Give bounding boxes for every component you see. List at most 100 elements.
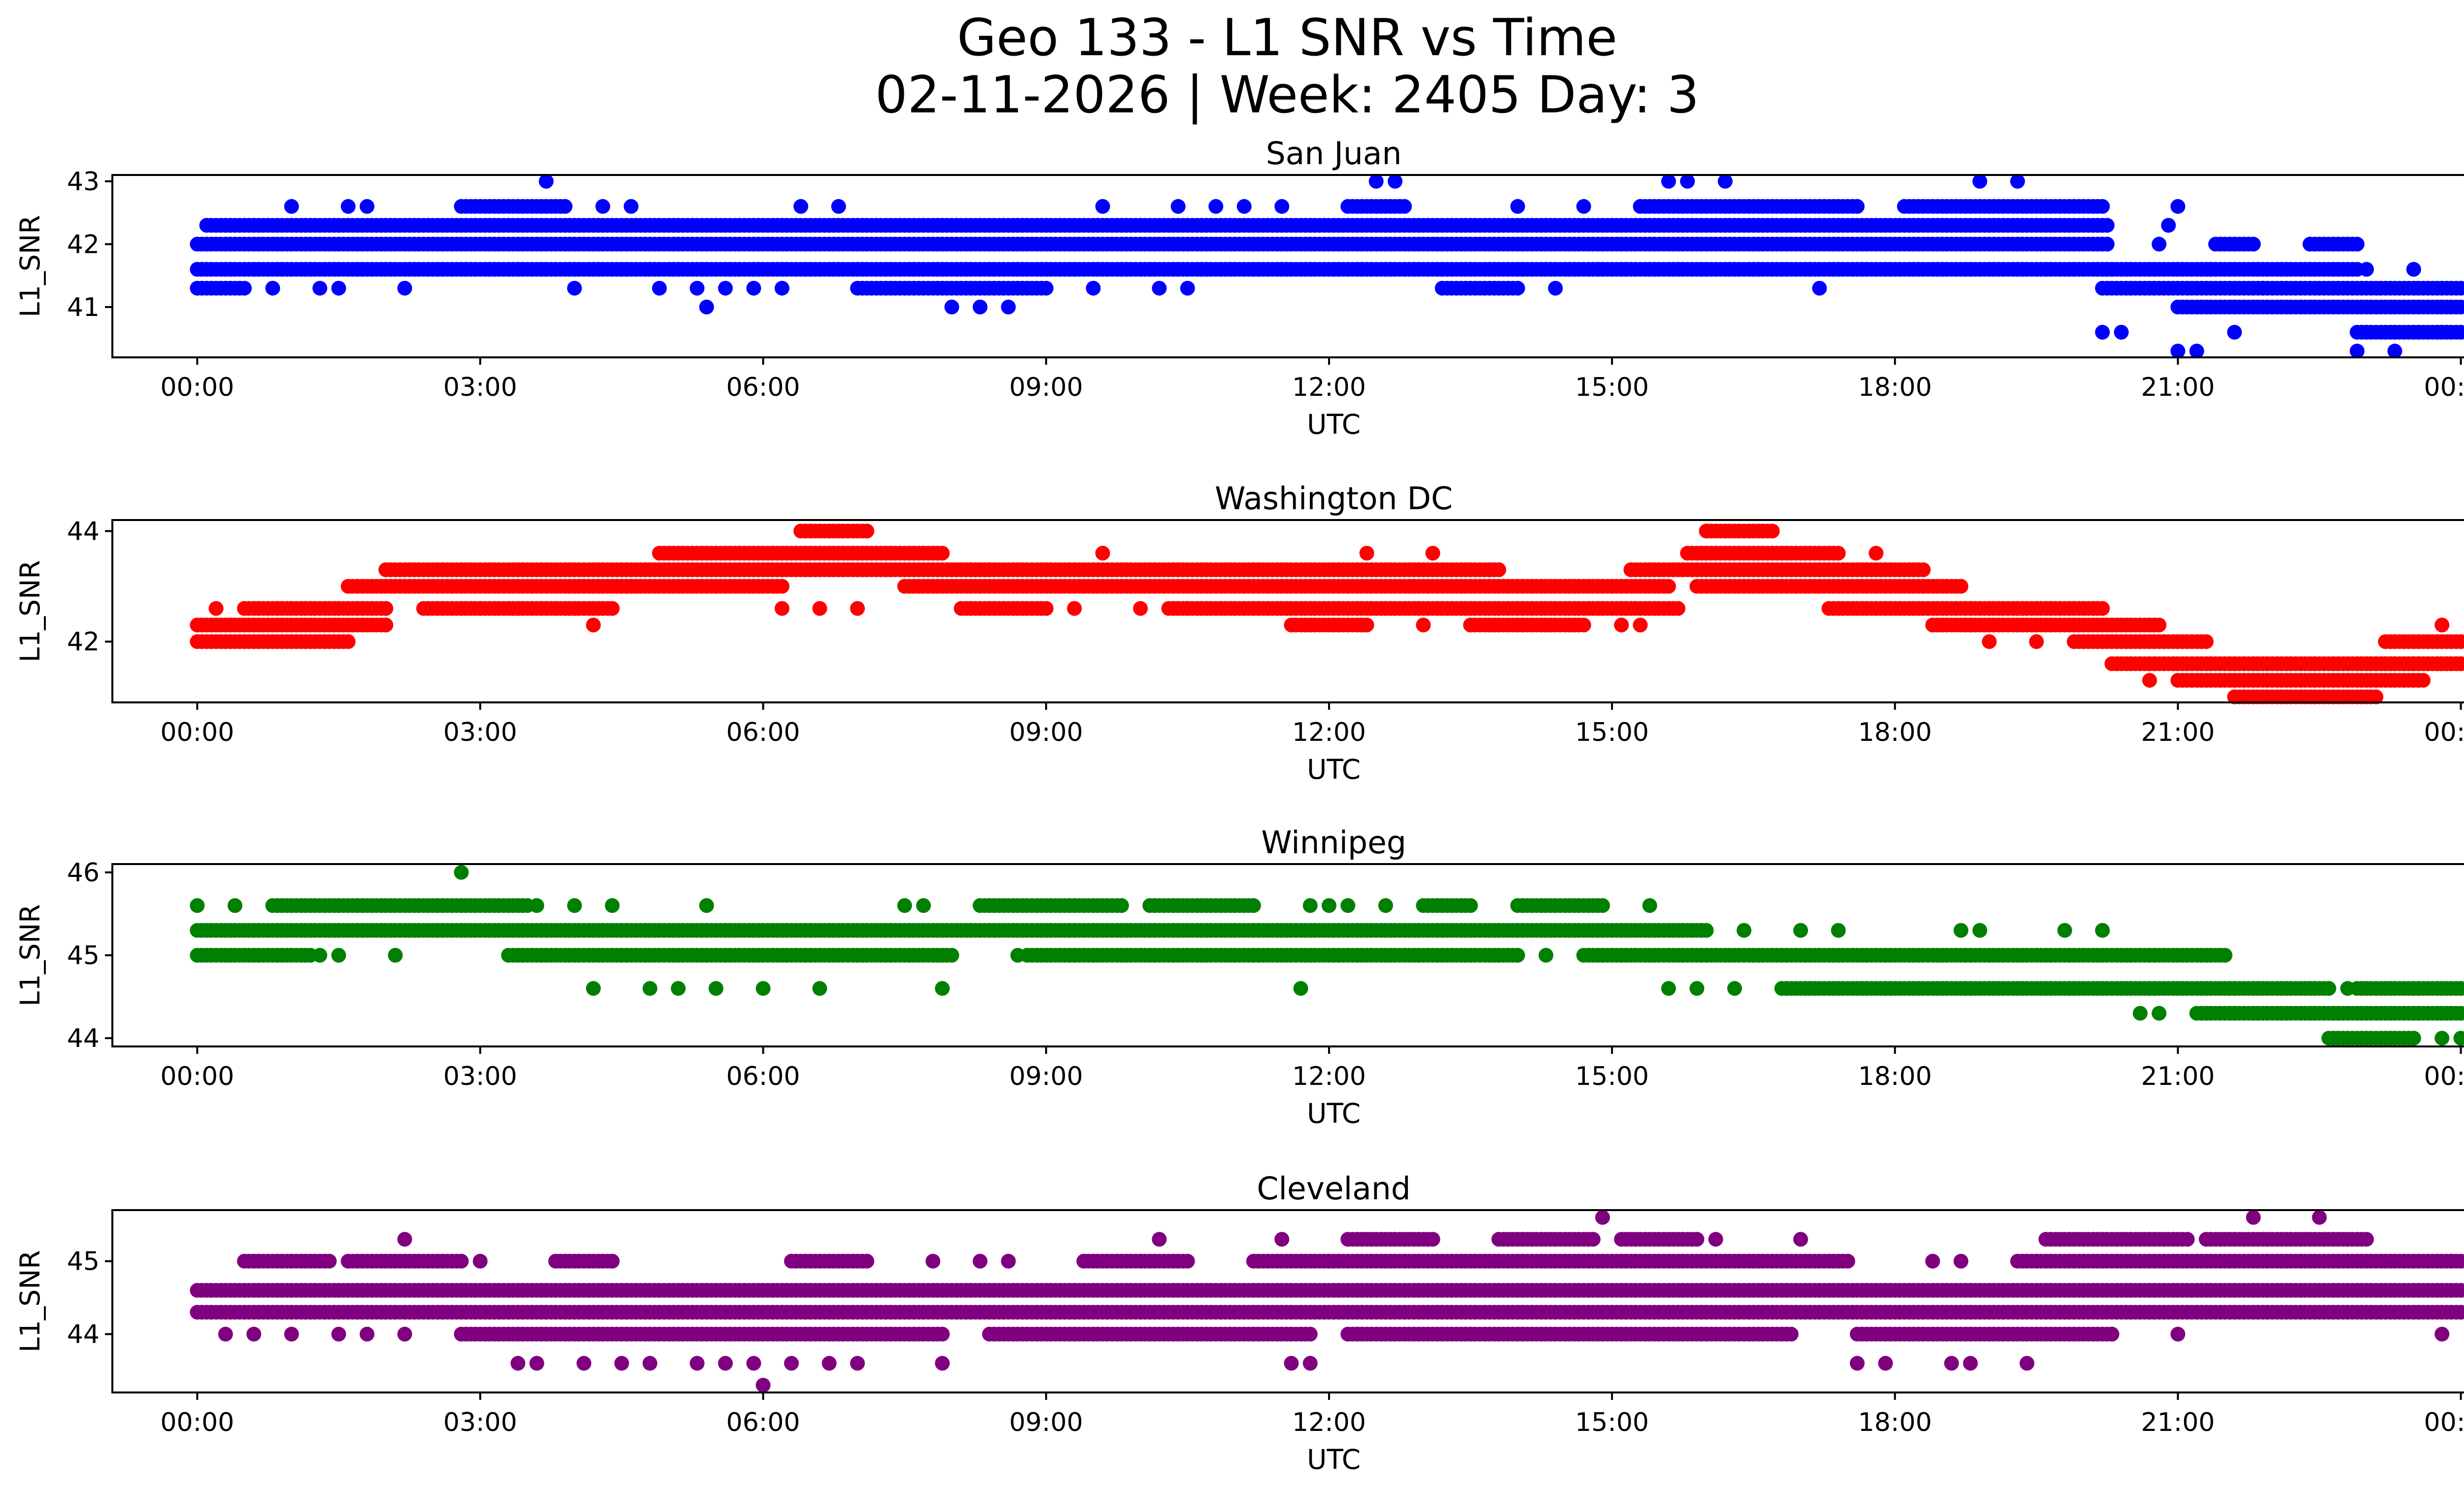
data-point [567, 898, 582, 913]
data-point [1510, 199, 1525, 214]
data-point [1576, 199, 1591, 214]
x-tick-label: 06:00 [726, 1062, 800, 1091]
data-point [1972, 923, 1987, 938]
data-point [935, 546, 950, 561]
data-points [190, 865, 2464, 1046]
data-point [397, 280, 412, 296]
y-tick-label: 45 [67, 941, 100, 971]
data-point [1680, 174, 1695, 189]
data-point [1369, 174, 1384, 189]
data-point [2189, 344, 2204, 359]
data-point [1359, 618, 1374, 632]
x-axis-label: UTC [1307, 1098, 1361, 1129]
data-point [1831, 546, 1846, 561]
data-point [2246, 237, 2261, 252]
data-point [671, 981, 686, 996]
x-tick-label: 00:00 [160, 718, 234, 747]
data-points [190, 174, 2464, 359]
data-point [359, 199, 375, 214]
data-point [1095, 546, 1110, 561]
figure-title-line1: Geo 133 - L1 SNR vs Time [957, 8, 1617, 68]
x-tick-label: 06:00 [726, 373, 800, 402]
data-point [708, 981, 723, 996]
data-point [642, 981, 657, 996]
data-point [2453, 656, 2464, 671]
x-tick-label: 03:00 [443, 373, 517, 402]
data-point [284, 199, 299, 214]
x-tick-label: 00:00 [160, 373, 234, 402]
x-tick-label: 00:00 [2424, 718, 2464, 747]
data-point [1633, 618, 1648, 632]
data-point [623, 199, 639, 214]
data-point [1737, 923, 1751, 938]
data-point [1510, 280, 1525, 296]
data-point [1387, 174, 1403, 189]
data-point [1765, 523, 1780, 539]
x-tick-label: 18:00 [1858, 1062, 1932, 1091]
data-point [1086, 280, 1101, 296]
x-tick-label: 12:00 [1292, 1062, 1366, 1091]
data-point [1152, 280, 1167, 296]
data-point [944, 948, 959, 963]
data-point [605, 601, 620, 616]
data-points [190, 1210, 2464, 1393]
data-point [699, 299, 714, 314]
data-point [2198, 634, 2214, 649]
data-point [2152, 1006, 2167, 1021]
data-point [1302, 898, 1318, 913]
x-tick-label: 00:00 [2424, 1062, 2464, 1091]
data-point [897, 898, 912, 913]
axes-frame [111, 174, 2464, 358]
data-point [1727, 981, 1742, 996]
data-point [2340, 981, 2355, 996]
data-point [1397, 199, 1412, 214]
data-point [1510, 948, 1525, 963]
x-tick-label: 21:00 [2141, 373, 2215, 402]
data-point [850, 601, 865, 616]
data-point [473, 601, 488, 616]
data-point [567, 601, 582, 616]
data-point [2170, 199, 2186, 214]
y-tick-label: 42 [67, 230, 100, 259]
data-point [1482, 562, 1497, 577]
data-point [2453, 1031, 2464, 1046]
data-point [1661, 174, 1676, 189]
data-point [1953, 923, 1969, 938]
data-point [1916, 579, 1931, 594]
data-point [529, 898, 545, 913]
data-point [2099, 218, 2115, 233]
axes-frame [111, 519, 2464, 703]
data-point [331, 280, 346, 296]
data-point [1548, 280, 1563, 296]
data-point [1812, 562, 1827, 577]
data-point [1642, 898, 1657, 913]
data-point [1406, 579, 1422, 594]
x-axis-label: UTC [1307, 409, 1361, 440]
data-point [812, 981, 827, 996]
data-point [774, 601, 789, 616]
panel-title: Winnipeg [1261, 825, 1406, 861]
data-point [1953, 579, 1969, 594]
y-axis-label: L1_SNR [14, 560, 46, 662]
data-point [2406, 1031, 2421, 1046]
data-points [190, 523, 2464, 704]
data-point [2350, 237, 2365, 252]
y-tick-label: 44 [67, 517, 100, 546]
data-point [190, 898, 205, 913]
data-point [1831, 923, 1846, 938]
data-point [454, 865, 469, 880]
data-point [774, 579, 789, 594]
data-point [1001, 299, 1016, 314]
data-point [746, 280, 761, 296]
data-point [378, 601, 393, 616]
data-point [2152, 618, 2167, 632]
x-axis-label: UTC [1307, 754, 1361, 785]
x-tick-label: 00:00 [160, 1062, 234, 1091]
data-point [859, 523, 875, 539]
y-tick-label: 41 [67, 293, 100, 322]
x-tick-label: 09:00 [1009, 718, 1083, 747]
data-point [1567, 579, 1582, 594]
